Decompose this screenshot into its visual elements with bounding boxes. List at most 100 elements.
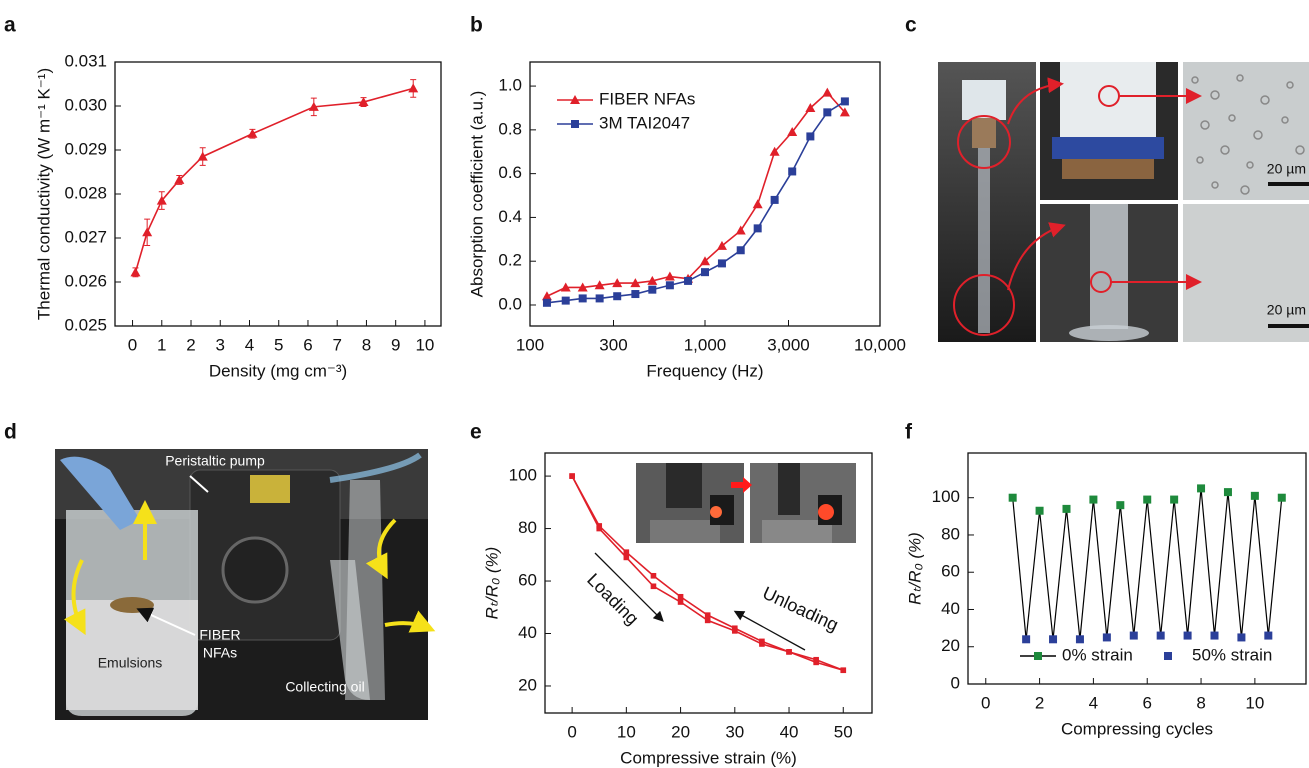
marker	[595, 294, 604, 303]
marker	[1089, 495, 1098, 504]
y-tick-label: 100	[509, 466, 537, 485]
marker	[717, 259, 726, 268]
marker	[1183, 631, 1192, 640]
x-tick-label: 40	[780, 722, 799, 741]
photo-label: FIBER	[199, 627, 240, 643]
connector	[1052, 508, 1068, 640]
panel-label: d	[4, 421, 17, 444]
x-tick-label: 1	[157, 335, 166, 354]
y-tick-label: 0.026	[64, 271, 107, 290]
marker	[358, 97, 369, 107]
annotation-arrow	[733, 610, 806, 651]
connector	[1160, 499, 1175, 636]
x-tick-label: 6	[303, 335, 312, 354]
marker	[1129, 631, 1138, 640]
y-tick-label: 1.0	[498, 76, 522, 95]
marker	[560, 282, 571, 292]
x-tick-label: 50	[834, 722, 853, 741]
marker	[788, 167, 797, 176]
panel-label: f	[905, 421, 913, 444]
connector	[1106, 505, 1121, 638]
marker	[1250, 491, 1259, 500]
marker	[1237, 633, 1246, 642]
marker	[786, 649, 792, 655]
x-axis-label: Compressing cycles	[1061, 719, 1213, 738]
x-tick-label: 3	[216, 335, 225, 354]
plot-frame	[967, 452, 1307, 685]
marker	[1049, 635, 1058, 644]
marker	[823, 108, 832, 117]
x-tick-label: 9	[391, 335, 400, 354]
x-tick-label: 20	[671, 722, 690, 741]
connector	[1025, 510, 1041, 640]
marker	[752, 199, 763, 209]
y-tick-label: 80	[941, 524, 960, 543]
y-tick-label: 0.028	[64, 183, 107, 202]
annotation: Unloading	[760, 583, 842, 635]
panel-label: e	[470, 421, 482, 444]
x-tick-label: 2	[186, 335, 195, 354]
x-tick-label: 3,000	[767, 335, 810, 354]
legend-label: 50% strain	[1192, 645, 1272, 664]
marker	[704, 617, 711, 624]
connector	[1254, 495, 1269, 636]
marker	[1164, 652, 1172, 660]
plot-frame	[544, 452, 873, 714]
marker	[1170, 495, 1179, 504]
marker	[561, 296, 570, 305]
marker	[623, 549, 630, 555]
x-tick-label: 30	[725, 722, 744, 741]
y-tick-label: 0.031	[64, 51, 107, 70]
marker	[156, 195, 167, 205]
connector	[1079, 499, 1095, 640]
marker	[650, 572, 657, 579]
scale-bar-label: 20 µm	[1267, 161, 1306, 177]
marker	[130, 267, 141, 277]
marker	[840, 667, 847, 674]
y-tick-label: 0.030	[64, 95, 107, 114]
x-tick-label: 0	[567, 722, 576, 741]
marker	[1223, 488, 1232, 497]
marker	[769, 146, 780, 156]
marker	[1075, 635, 1084, 644]
marker	[1008, 493, 1017, 502]
marker	[704, 612, 711, 618]
photo-label: Collecting oil	[285, 679, 364, 695]
photo-c: 20 µm 20 µm	[938, 62, 1309, 342]
x-tick-label: 6	[1142, 693, 1151, 712]
marker	[648, 285, 657, 294]
connector	[1133, 499, 1148, 636]
marker	[542, 298, 551, 307]
x-tick-label: 10	[617, 722, 636, 741]
marker	[753, 224, 762, 233]
marker	[594, 280, 605, 290]
y-tick-label: 0.027	[64, 227, 107, 246]
marker	[839, 107, 850, 117]
marker	[612, 278, 623, 288]
x-tick-label: 10	[415, 335, 434, 354]
marker	[787, 127, 798, 137]
marker	[1143, 495, 1152, 504]
y-tick-label: 40	[941, 599, 960, 618]
y-tick-label: 40	[518, 623, 537, 642]
y-axis-label: Thermal conductivity (W m⁻¹ K⁻¹)	[34, 68, 53, 320]
marker	[732, 628, 738, 634]
marker	[1022, 635, 1031, 644]
y-tick-label: 0.6	[498, 163, 522, 182]
marker	[197, 151, 208, 161]
marker	[570, 95, 580, 104]
connector	[1240, 495, 1256, 638]
y-tick-label: 0.2	[498, 251, 522, 270]
marker	[665, 281, 674, 290]
x-tick-label: 10,000	[854, 335, 906, 354]
connector	[1038, 510, 1054, 640]
marker	[677, 599, 684, 605]
connector	[1200, 488, 1216, 636]
x-tick-label: 7	[332, 335, 341, 354]
legend-label: 0% strain	[1062, 645, 1133, 664]
marker	[1034, 652, 1042, 660]
marker	[1116, 501, 1125, 510]
connector	[1065, 508, 1081, 640]
photo-label: Emulsions	[98, 655, 163, 671]
series-line	[546, 91, 846, 297]
